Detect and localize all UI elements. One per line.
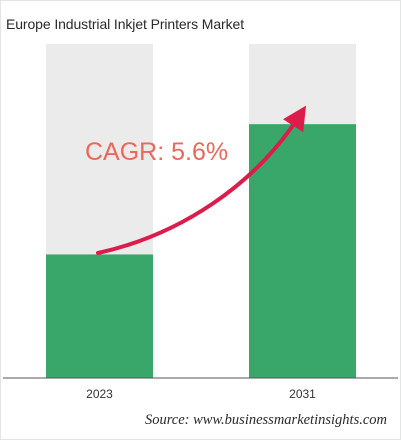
cagr-arrow — [96, 105, 307, 255]
cagr-annotation: CAGR: 5.6% — [85, 138, 228, 166]
x-tick-label-2031: 2031 — [289, 387, 316, 401]
x-tick-label-2023: 2023 — [86, 387, 113, 401]
bar-2023 — [46, 254, 153, 378]
chart-title: Europe Industrial Inkjet Printers Market — [6, 16, 244, 32]
bar-2031 — [249, 124, 356, 378]
source-note: Source: www.businessmarketinsights.com — [144, 412, 387, 428]
